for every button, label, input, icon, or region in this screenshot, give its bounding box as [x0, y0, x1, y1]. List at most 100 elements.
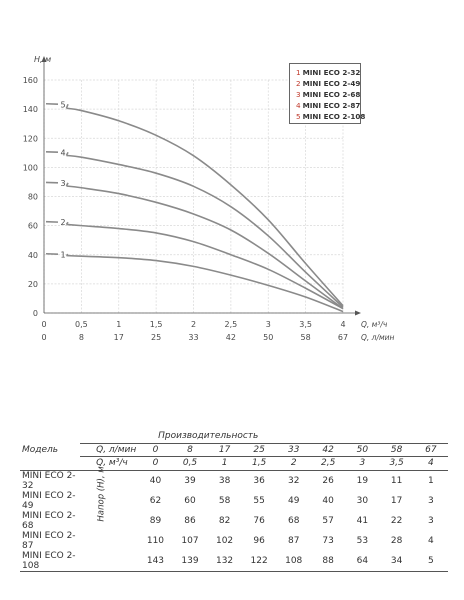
- x-tick-label-primary: 0: [41, 320, 46, 329]
- legend-item: 2 MINI ECO 2-49: [296, 79, 361, 88]
- x-tick-label-secondary: 58: [301, 333, 311, 342]
- q-m3h-cell: 2,5: [310, 456, 346, 471]
- table-cell: 40: [322, 495, 334, 506]
- table-cell: 22: [390, 515, 403, 526]
- table-cell: 57: [322, 515, 334, 526]
- table-cell: 11: [390, 475, 403, 486]
- table-cell: 88: [310, 550, 346, 572]
- model-name: MINI ECO 2-32: [22, 470, 76, 491]
- table-row: MINI ECO 2-68 89 86 82 76 68 57 41 22 3: [20, 511, 448, 531]
- x-tick-label-primary: 1,5: [150, 320, 163, 329]
- series-line: [66, 154, 344, 308]
- table-cell: 17: [390, 495, 403, 506]
- series-label: 3: [60, 179, 65, 188]
- x-tick-label-primary: 2,5: [225, 320, 238, 329]
- table-cell: 143: [138, 550, 173, 572]
- series-line-leadin: [65, 151, 69, 156]
- y-axis-arrow: [41, 56, 47, 62]
- table-cell: 82: [218, 515, 231, 526]
- q-m3h-cell: 3,5: [379, 456, 414, 471]
- table-cell: 19: [356, 475, 369, 486]
- table-cell: 3: [428, 515, 434, 526]
- x-axis-label-secondary: Q, л/мин: [361, 333, 395, 342]
- table-cell: 36: [253, 475, 265, 486]
- table-cell: 41: [356, 515, 369, 526]
- table-cell: 53: [356, 535, 369, 546]
- q-lmin-cell: 17: [207, 443, 242, 457]
- x-tick-label-primary: 4: [340, 320, 345, 329]
- table-cell: 38: [218, 475, 231, 486]
- table-cell: 5: [413, 550, 448, 572]
- perf-header: Производительность: [80, 430, 448, 444]
- model-name: MINI ECO 2-87: [22, 530, 76, 551]
- table-cell: 108: [276, 550, 311, 572]
- model-name: MINI ECO 2-108: [20, 550, 81, 572]
- q-lmin-cell: 8: [172, 443, 208, 457]
- x-tick-label-secondary: 0: [41, 333, 46, 342]
- table-cell: 86: [184, 515, 196, 526]
- q-m3h-cell: 0: [138, 456, 173, 471]
- x-axis-label-primary: Q, м³/ч: [361, 320, 388, 329]
- chart-curves: 1 2 3 4 5: [45, 100, 344, 313]
- x-tick-label-secondary: 50: [263, 333, 273, 342]
- model-header: Модель: [20, 430, 81, 471]
- table-cell: 96: [253, 535, 265, 546]
- series-line-leadin: [65, 182, 69, 187]
- table-cell: 68: [287, 515, 300, 526]
- q-m3h-label: Q, м³/ч: [80, 456, 139, 471]
- model-name: MINI ECO 2-68: [22, 510, 76, 531]
- x-tick-label-secondary: 17: [114, 333, 124, 342]
- y-tick-label: 140: [23, 105, 38, 114]
- table-cell: 28: [390, 535, 403, 546]
- q-lmin-cell: 50: [345, 443, 380, 457]
- x-tick-label-secondary: 67: [338, 333, 348, 342]
- q-m3h-cell: 1,5: [241, 456, 277, 471]
- x-tick-label-primary: 3,5: [299, 320, 312, 329]
- table-cell: 139: [172, 550, 208, 572]
- table-cell: 60: [184, 495, 196, 506]
- performance-table: Модель Производительность Q, л/мин 0 8 1…: [20, 430, 448, 572]
- table-cell: 32: [287, 475, 300, 486]
- series-label: 2: [60, 218, 65, 227]
- x-tick-label-secondary: 42: [226, 333, 236, 342]
- head-label-cell: Напор (H), м: [80, 466, 139, 572]
- table-cell: 40: [149, 475, 162, 486]
- table-cell: 64: [345, 550, 380, 572]
- q-lmin-cell: 42: [310, 443, 346, 457]
- legend-item: 5 MINI ECO 2-108: [296, 112, 366, 121]
- model-name: MINI ECO 2-49: [22, 490, 76, 511]
- table-cell: 89: [149, 515, 162, 526]
- table-cell: 62: [149, 495, 162, 506]
- table-cell: 4: [428, 535, 434, 546]
- q-m3h-cell: 3: [345, 456, 380, 471]
- q-lmin-cell: 0: [138, 443, 173, 457]
- y-axis-label: H, м: [34, 55, 51, 64]
- x-tick-label-primary: 0,5: [75, 320, 88, 329]
- q-m3h-cell: 1: [207, 456, 242, 471]
- x-axis-arrow: [355, 310, 361, 316]
- x-tick-label-primary: 2: [191, 320, 196, 329]
- head-label: Напор (H), м: [96, 465, 107, 522]
- chart-legend: 1 MINI ECO 2-32 2 MINI ECO 2-49 3 MINI ECO …: [289, 63, 366, 124]
- table-cell: 102: [215, 535, 234, 546]
- series-line-leadin: [65, 253, 69, 257]
- q-m3h-cell: 0,5: [172, 456, 208, 471]
- table-cell: 3: [428, 495, 434, 506]
- y-tick-label: 0: [33, 309, 38, 318]
- q-lmin-row: Q, л/мин 0 8 17 25 33 42 50 58 67: [20, 443, 448, 457]
- q-lmin-cell: 58: [379, 443, 414, 457]
- series-label: 5: [60, 100, 65, 109]
- table-cell: 132: [207, 550, 242, 572]
- table-cell: 107: [181, 535, 199, 546]
- series-label: 4: [60, 148, 65, 157]
- y-tick-label: 20: [28, 280, 38, 289]
- y-tick-label: 100: [23, 163, 38, 172]
- table-row: MINI ECO 2-32 Напор (H), м 40 39 38 36 3…: [20, 466, 448, 572]
- series-line: [66, 254, 344, 313]
- x-tick-label-primary: 1: [116, 320, 121, 329]
- table-cell: 1: [428, 475, 434, 486]
- q-m3h-cell: 4: [413, 456, 448, 471]
- q-lmin-cell: 67: [413, 443, 448, 457]
- y-tick-label: 40: [28, 251, 38, 260]
